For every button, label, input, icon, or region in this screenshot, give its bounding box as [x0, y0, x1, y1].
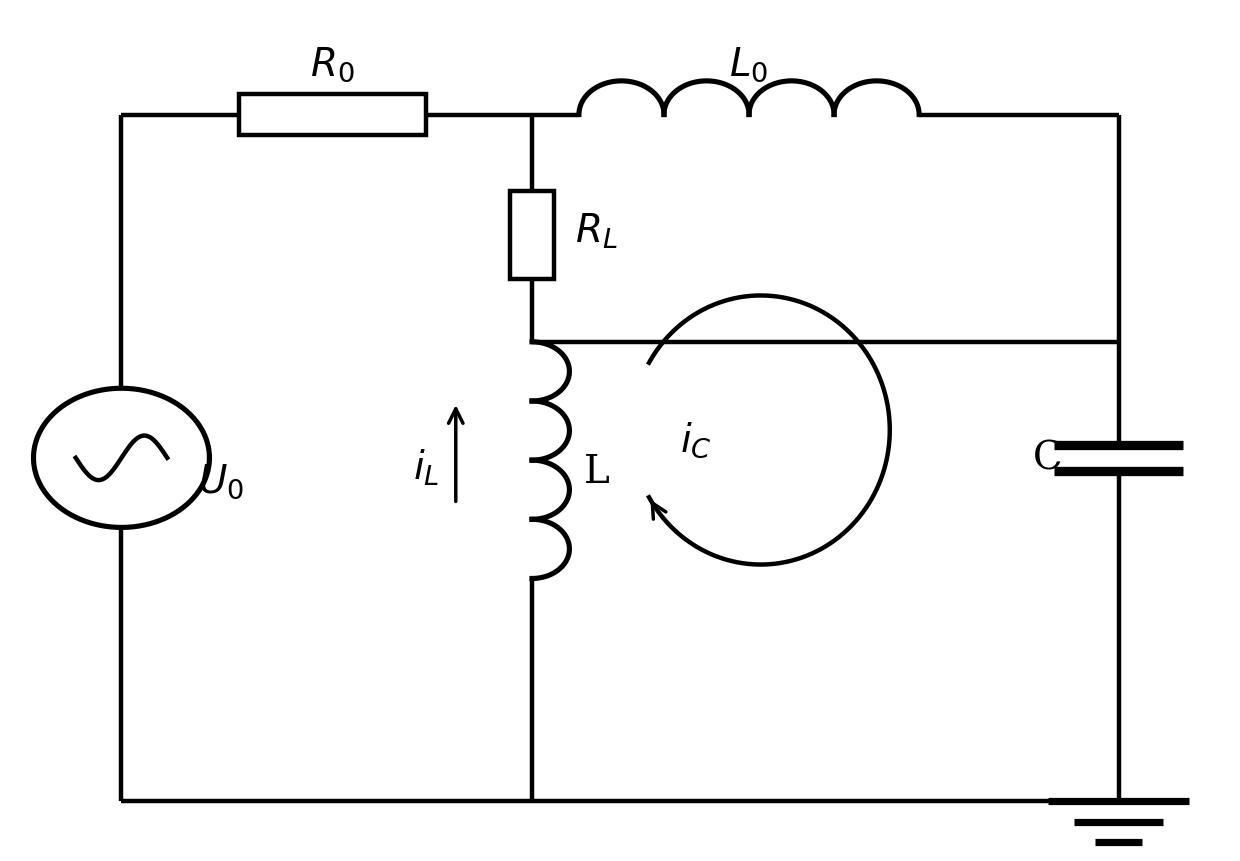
Text: C: C [1033, 440, 1063, 477]
Text: $i_L$: $i_L$ [413, 448, 440, 487]
Text: $i_C$: $i_C$ [681, 420, 712, 460]
Text: $R_0$: $R_0$ [310, 45, 355, 84]
Bar [239, 95, 427, 136]
Text: $U_0$: $U_0$ [198, 462, 244, 501]
Bar [510, 192, 554, 280]
Text: L: L [584, 454, 609, 491]
Text: $L_0$: $L_0$ [729, 45, 769, 84]
Text: $R_L$: $R_L$ [575, 212, 618, 251]
